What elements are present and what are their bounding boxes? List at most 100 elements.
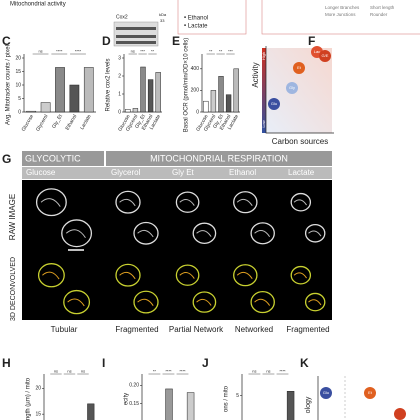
bar bbox=[155, 72, 161, 113]
y-tick-label: 0.15 bbox=[129, 401, 139, 407]
sig-label: ns bbox=[266, 369, 270, 374]
fragment-text: More Junctions bbox=[325, 12, 356, 17]
y-tick-label: 15 bbox=[15, 69, 21, 75]
y-tick-label: 200 bbox=[191, 88, 200, 94]
blot-unit: kDa bbox=[159, 12, 167, 17]
f-point-label: Glu bbox=[271, 101, 277, 106]
cell bbox=[63, 289, 91, 315]
cell bbox=[304, 223, 326, 243]
fragment-text: Longer Branches bbox=[325, 5, 360, 10]
axis bbox=[43, 374, 45, 420]
f-point-label: G/E bbox=[322, 53, 329, 58]
fragment-text: Mitochondrial activity bbox=[10, 2, 66, 8]
y-tick-label: 0 bbox=[196, 109, 199, 115]
panel-label: G bbox=[2, 152, 11, 166]
bar bbox=[55, 67, 65, 113]
network bbox=[293, 272, 307, 279]
network bbox=[179, 199, 195, 206]
network bbox=[137, 298, 154, 306]
blot-band bbox=[116, 35, 156, 38]
network bbox=[40, 198, 61, 207]
fragment-text: • Ethanol bbox=[184, 16, 208, 22]
bar bbox=[225, 94, 232, 113]
x-tick-label: Lactate bbox=[79, 113, 93, 130]
f-point bbox=[319, 50, 331, 62]
panel-label: I bbox=[102, 356, 105, 370]
network bbox=[119, 271, 136, 280]
network bbox=[119, 198, 136, 207]
bar bbox=[218, 76, 224, 113]
cell bbox=[290, 192, 312, 212]
fragment-box bbox=[177, 0, 247, 35]
bar bbox=[233, 68, 239, 113]
y-tick-label: 10 bbox=[15, 82, 21, 88]
panel-label: K bbox=[300, 356, 309, 370]
y-tick-label: 3 bbox=[118, 55, 121, 61]
k-point-label: Et bbox=[368, 390, 373, 395]
morphology-label: Tubular bbox=[51, 325, 78, 334]
f-low: Low bbox=[261, 120, 266, 127]
f-point-label: Et bbox=[297, 65, 302, 70]
f-high: High bbox=[261, 52, 266, 60]
cell bbox=[192, 222, 217, 245]
f-x-label: Carbon sources bbox=[272, 137, 328, 146]
bar bbox=[165, 388, 173, 420]
fragment-text: Short length bbox=[370, 5, 395, 10]
network bbox=[179, 272, 195, 279]
column-label: Lactate bbox=[288, 168, 315, 177]
y-axis-label: Avg. Mitotracker counts / pixel bbox=[6, 45, 12, 125]
group-label: MITOCHONDRIAL RESPIRATION bbox=[150, 153, 288, 163]
bar bbox=[186, 392, 195, 420]
bar bbox=[87, 403, 95, 420]
network bbox=[67, 298, 85, 307]
panel-label: H bbox=[2, 356, 11, 370]
panel-label: D bbox=[102, 34, 111, 48]
y-tick-label: 0 bbox=[18, 109, 21, 115]
network bbox=[254, 230, 271, 238]
cell bbox=[37, 263, 65, 288]
bar bbox=[26, 110, 37, 113]
network bbox=[308, 230, 322, 237]
sig-label: ns bbox=[81, 369, 85, 374]
f-scale bbox=[262, 48, 266, 133]
y-tick-label: 15 bbox=[35, 411, 41, 417]
sig-label: ns bbox=[67, 369, 71, 374]
column-label: Glucose bbox=[26, 168, 56, 177]
f-point-label: Gly bbox=[289, 85, 295, 90]
y-tick-label: 5 bbox=[18, 96, 21, 102]
sig-label: **** bbox=[179, 369, 186, 374]
y-tick-label: 5 bbox=[236, 393, 239, 399]
bar bbox=[210, 90, 217, 113]
panel-label: J bbox=[202, 356, 209, 370]
x-tick-label: Glucose bbox=[21, 113, 35, 132]
morphology-label: Fragmented bbox=[115, 325, 158, 334]
sig-label: ns bbox=[252, 369, 256, 374]
fragment-text: Rounder bbox=[370, 12, 388, 17]
cell bbox=[115, 263, 141, 287]
k-y-label: ology bbox=[305, 396, 312, 413]
column-label: Ethanol bbox=[229, 168, 256, 177]
group-label: GLYCOLYTIC bbox=[25, 153, 81, 163]
panel-label: F bbox=[308, 34, 315, 48]
k-point bbox=[364, 387, 376, 399]
cell bbox=[133, 290, 159, 314]
panel-label: C bbox=[2, 34, 11, 48]
cell bbox=[290, 265, 312, 285]
network bbox=[196, 298, 212, 306]
network bbox=[236, 198, 253, 206]
morphology-label: Networked bbox=[235, 325, 273, 334]
group-header bbox=[106, 151, 332, 166]
y-tick-label: 20 bbox=[15, 55, 21, 61]
axis bbox=[141, 374, 143, 420]
y-tick-label: 20 bbox=[35, 386, 41, 392]
sig-label: *** bbox=[228, 49, 233, 54]
bar bbox=[40, 102, 51, 113]
y-axis-label: ons / mito bbox=[224, 385, 230, 412]
row-label: RAW IMAGE bbox=[8, 194, 17, 240]
blot-size: 33 bbox=[160, 18, 165, 23]
cell bbox=[115, 190, 141, 214]
k-point bbox=[320, 387, 332, 399]
network bbox=[137, 229, 154, 238]
sig-label: ** bbox=[209, 49, 213, 54]
